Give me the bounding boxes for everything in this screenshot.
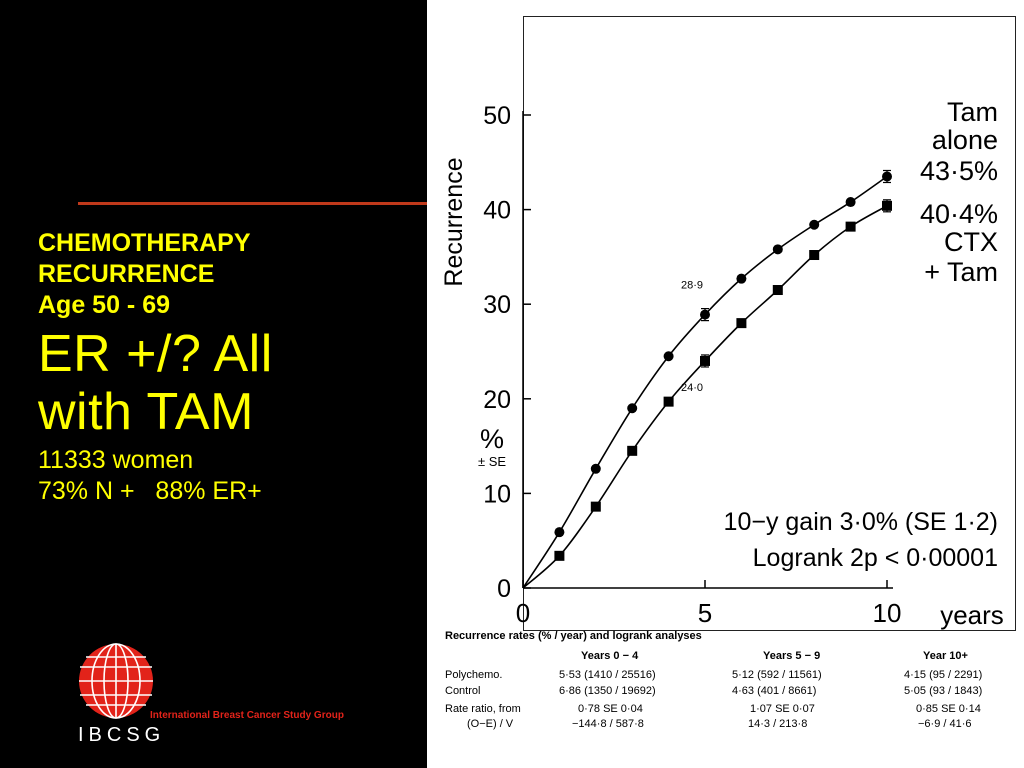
table-cell: 5·12 (592 / 11561): [732, 669, 822, 681]
y-tick-label: 50: [483, 102, 511, 130]
x-tick-label: 5: [698, 598, 712, 628]
data-point-square: [845, 221, 856, 232]
data-point-square: [809, 250, 820, 261]
logo-acronym: IBCSG: [78, 724, 166, 746]
slide-detail-line-2: 73% N + 88% ER+: [38, 477, 262, 505]
slide-title-line-2: with TAM: [38, 383, 254, 441]
recurrence-chart: 0 10 20 30 40 50 0 5 10 years Recurrence%± SE 28·9…: [440, 97, 1004, 630]
data-point-circle: [663, 351, 674, 362]
data-point-circle: [809, 219, 820, 230]
data-point-circle: [554, 527, 565, 538]
data-point-square: [627, 445, 638, 456]
legend-ctx-tam-line: CTX: [944, 227, 998, 257]
data-point-square: [554, 550, 565, 561]
table-col-header-2: Years 5 − 9: [763, 650, 821, 662]
table-cell: 4·63 (401 / 8661): [732, 685, 817, 697]
x-axis-label: years: [940, 600, 1004, 630]
table-col-header-1: Years 0 − 4: [581, 650, 639, 662]
globe-logo-icon: [79, 643, 153, 719]
table-row-label: (O−E) / V: [467, 718, 514, 730]
data-point-circle: [627, 403, 638, 414]
table-cell: 14·3 / 213·8: [748, 718, 808, 730]
table-cell: 0·78 SE 0·04: [578, 703, 643, 715]
data-point-circle: [700, 309, 710, 320]
data-point-circle: [772, 244, 783, 255]
y-tick-label: 10: [483, 480, 511, 508]
y-axis-se-label: ± SE: [478, 454, 506, 469]
data-point-circle: [590, 463, 601, 474]
data-point-square: [663, 396, 674, 407]
table-cell: −144·8 / 587·8: [572, 718, 644, 730]
legend-tam-alone-line: Tam: [947, 97, 998, 127]
data-point-square: [590, 501, 601, 512]
point-label: 24·0: [681, 382, 703, 394]
y-tick-label: 0: [497, 575, 511, 603]
chart-axes: 0 10 20 30 40 50 0 5 10 years Recurrence%± SE: [440, 102, 1004, 630]
slide-detail-line-1: 11333 women: [38, 446, 194, 474]
table-header-row: Years 0 − 4 Years 5 − 9 Year 10+: [445, 650, 1020, 666]
table-cell: 0·85 SE 0·14: [916, 703, 981, 715]
table-cell: 1·07 SE 0·07: [750, 703, 815, 715]
table-cell: 6·86 (1350 / 19692): [559, 685, 656, 697]
chart-curves: [522, 169, 892, 589]
data-point-square: [736, 318, 747, 329]
legend-ctx-tam-line: 40·4%: [920, 199, 998, 229]
table-row: Control 6·86 (1350 / 19692) 4·63 (401 / …: [445, 685, 1020, 701]
table-cell: 5·53 (1410 / 25516): [559, 669, 656, 681]
chart-panel: [427, 0, 1024, 768]
x-tick-label: 0: [516, 598, 530, 628]
data-point-square: [772, 285, 783, 296]
data-point-square: [700, 355, 710, 366]
table-caption: Recurrence rates (% / year) and logrank …: [445, 630, 702, 642]
title-panel: CHEMOTHERAPY RECURRENCE Age 50 - 69 ER +…: [0, 0, 427, 768]
point-label: 28·9: [681, 280, 703, 292]
y-tick-label: 40: [483, 197, 511, 225]
table-row: Polychemo. 5·53 (1410 / 25516) 5·12 (592…: [445, 669, 1020, 685]
y-tick-label: 30: [483, 291, 511, 319]
table-row: (O−E) / V −144·8 / 587·8 14·3 / 213·8 −6…: [445, 718, 1020, 734]
slide-heading-line-3: Age 50 - 69: [38, 291, 171, 319]
legend-tam-alone-line: 43·5%: [920, 156, 998, 186]
y-tick-label: 20: [483, 386, 511, 414]
table-row-label: Control: [445, 685, 481, 697]
table-row-label: Rate ratio, from: [445, 703, 521, 715]
legend-ctx-tam-line: + Tam: [924, 257, 998, 287]
slide-heading-line-1: CHEMOTHERAPY: [38, 229, 251, 257]
table-cell: −6·9 / 41·6: [918, 718, 972, 730]
x-tick-label: 10: [873, 598, 902, 628]
logrank-annotation: Logrank 2p < 0·00001: [753, 544, 998, 572]
table-row: Rate ratio, from 0·78 SE 0·04 1·07 SE 0·…: [445, 703, 1020, 719]
accent-rule: [78, 202, 427, 205]
slide-heading-line-2: RECURRENCE: [38, 260, 215, 288]
table-col-header-3: Year 10+: [923, 650, 968, 662]
legend-tam-alone-line: alone: [932, 125, 998, 155]
table-cell: 4·15 (95 / 2291): [904, 669, 983, 681]
logo-caption: International Breast Cancer Study Group: [150, 710, 344, 721]
data-point-circle: [736, 273, 747, 284]
data-point-circle: [882, 171, 892, 182]
y-axis-unit: %: [480, 424, 504, 454]
y-axis-label: Recurrence: [440, 157, 468, 286]
data-point-square: [882, 200, 892, 211]
table-row-label: Polychemo.: [445, 669, 503, 681]
table-cell: 5·05 (93 / 1843): [904, 685, 983, 697]
gain-annotation: 10−y gain 3·0% (SE 1·2): [724, 508, 998, 536]
title-block: CHEMOTHERAPY RECURRENCE Age 50 - 69 ER +…: [38, 228, 423, 507]
data-point-circle: [845, 197, 856, 208]
slide-title-line-1: ER +/? All: [38, 325, 273, 383]
